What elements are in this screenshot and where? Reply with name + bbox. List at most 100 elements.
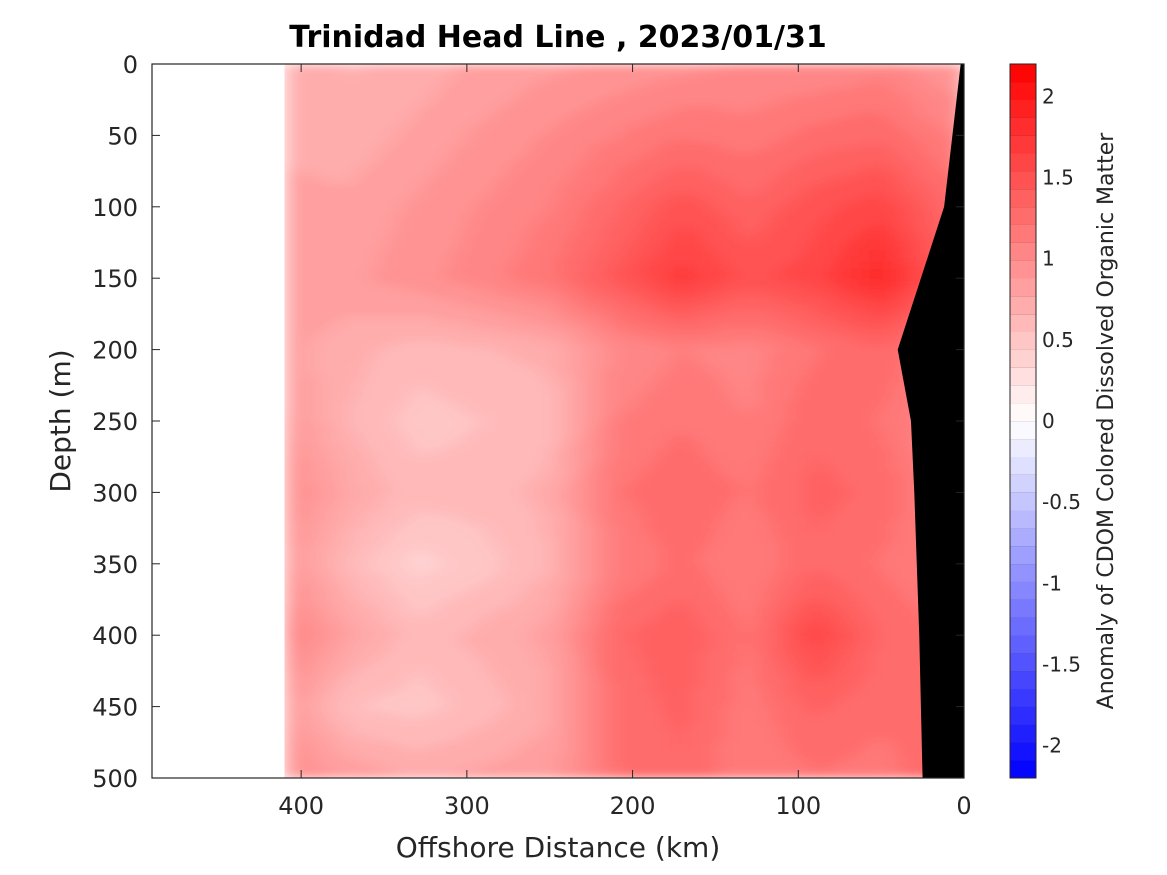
heatmap-cell	[788, 376, 798, 383]
heatmap-cell	[468, 70, 478, 77]
heatmap-cell	[844, 280, 854, 287]
heatmap-cell	[436, 226, 446, 233]
heatmap-cell	[596, 166, 606, 173]
heatmap-cell	[508, 190, 518, 197]
heatmap-cell	[572, 208, 582, 215]
heatmap-cell	[492, 136, 502, 143]
heatmap-cell	[772, 154, 782, 161]
heatmap-cell	[468, 394, 478, 401]
heatmap-cell	[444, 160, 454, 167]
heatmap-cell	[724, 136, 734, 143]
heatmap-cell	[308, 226, 318, 233]
heatmap-cell	[532, 106, 542, 113]
heatmap-cell	[876, 250, 886, 257]
heatmap-cell	[460, 322, 470, 329]
heatmap-cell	[540, 160, 550, 167]
heatmap-cell	[572, 88, 582, 95]
heatmap-cell	[532, 94, 542, 101]
heatmap-cell	[348, 238, 358, 245]
heatmap-cell	[604, 292, 614, 299]
heatmap-cell	[788, 232, 798, 239]
heatmap-cell	[324, 382, 334, 389]
heatmap-cell	[388, 172, 398, 179]
heatmap-cell	[372, 292, 382, 299]
heatmap-cell	[620, 346, 630, 353]
heatmap-cell	[500, 340, 510, 347]
heatmap-cell	[628, 340, 638, 347]
heatmap-cell	[372, 382, 382, 389]
heatmap-cell	[852, 268, 862, 275]
heatmap-cell	[316, 280, 326, 287]
heatmap-cell	[292, 106, 302, 113]
heatmap-cell	[292, 250, 302, 257]
heatmap-cell	[828, 286, 838, 293]
heatmap-cell	[876, 316, 886, 323]
heatmap-cell	[780, 388, 790, 395]
heatmap-cell	[324, 238, 334, 245]
heatmap-cell	[652, 142, 662, 149]
heatmap-cell	[404, 292, 414, 299]
heatmap-cell	[828, 376, 838, 383]
heatmap-cell	[468, 274, 478, 281]
heatmap-cell	[348, 382, 358, 389]
heatmap-cell	[860, 328, 870, 335]
heatmap-cell	[468, 214, 478, 221]
heatmap-cell	[324, 70, 334, 77]
heatmap-cell	[852, 118, 862, 125]
heatmap-cell	[804, 130, 814, 137]
heatmap-cell	[852, 280, 862, 287]
heatmap-cell	[324, 340, 334, 347]
heatmap-cell	[860, 226, 870, 233]
heatmap-cell	[684, 94, 694, 101]
heatmap-cell	[860, 154, 870, 161]
heatmap-cell	[780, 166, 790, 173]
heatmap-cell	[380, 262, 390, 269]
heatmap-cell	[284, 214, 294, 221]
heatmap-cell	[532, 208, 542, 215]
heatmap-cell	[388, 220, 398, 227]
heatmap-cell	[844, 334, 854, 341]
heatmap-cell	[940, 148, 950, 155]
heatmap-cell	[868, 328, 878, 335]
heatmap-cell	[844, 142, 854, 149]
heatmap-cell	[668, 304, 678, 311]
heatmap-cell	[684, 334, 694, 341]
heatmap-cell	[740, 190, 750, 197]
heatmap-cell	[364, 262, 374, 269]
heatmap-cell	[500, 286, 510, 293]
heatmap-cell	[556, 214, 566, 221]
heatmap-cell	[668, 214, 678, 221]
heatmap-cell	[404, 352, 414, 359]
heatmap-cell	[812, 244, 822, 251]
heatmap-cell	[540, 358, 550, 365]
heatmap-cell	[492, 310, 502, 317]
heatmap-cell	[484, 136, 494, 143]
heatmap-cell	[412, 334, 422, 341]
heatmap-cell	[668, 136, 678, 143]
heatmap-cell	[836, 340, 846, 347]
heatmap-cell	[428, 244, 438, 251]
heatmap-cell	[612, 412, 622, 419]
heatmap-cell	[580, 370, 590, 377]
heatmap-cell	[740, 322, 750, 329]
heatmap-cell	[500, 346, 510, 353]
heatmap-cell	[292, 328, 302, 335]
heatmap-cell	[356, 352, 366, 359]
heatmap-cell	[652, 358, 662, 365]
heatmap-cell	[724, 172, 734, 179]
heatmap-cell	[428, 388, 438, 395]
heatmap-cell	[500, 190, 510, 197]
heatmap-cell	[604, 280, 614, 287]
heatmap-cell	[820, 100, 830, 107]
heatmap-cell	[372, 352, 382, 359]
heatmap-cell	[724, 124, 734, 131]
heatmap-cell	[500, 280, 510, 287]
heatmap-cell	[420, 286, 430, 293]
heatmap-cell	[324, 208, 334, 215]
heatmap-cell	[708, 370, 718, 377]
heatmap-cell	[292, 406, 302, 413]
heatmap-cell	[412, 166, 422, 173]
heatmap-cell	[732, 256, 742, 263]
heatmap-cell	[308, 262, 318, 269]
heatmap-cell	[724, 118, 734, 125]
